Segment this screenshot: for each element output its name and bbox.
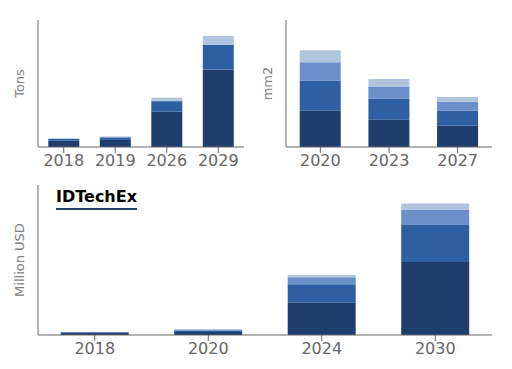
svg-text:2027: 2027 — [437, 151, 478, 170]
svg-text:2024: 2024 — [301, 339, 342, 358]
svg-text:mm2: mm2 — [260, 67, 275, 101]
svg-text:2020: 2020 — [188, 339, 229, 358]
svg-text:2019: 2019 — [95, 151, 136, 170]
svg-text:2018: 2018 — [74, 339, 115, 358]
svg-text:2023: 2023 — [369, 151, 410, 170]
svg-text:2020: 2020 — [300, 151, 341, 170]
svg-text:2030: 2030 — [415, 339, 456, 358]
svg-text:2026: 2026 — [146, 151, 187, 170]
svg-text:Tons: Tons — [12, 69, 27, 99]
svg-text:2018: 2018 — [43, 151, 84, 170]
svg-text:2029: 2029 — [198, 151, 239, 170]
svg-text:Million USD: Million USD — [12, 223, 27, 297]
html-text:IDTechEx: IDTechEx — [56, 187, 137, 206]
